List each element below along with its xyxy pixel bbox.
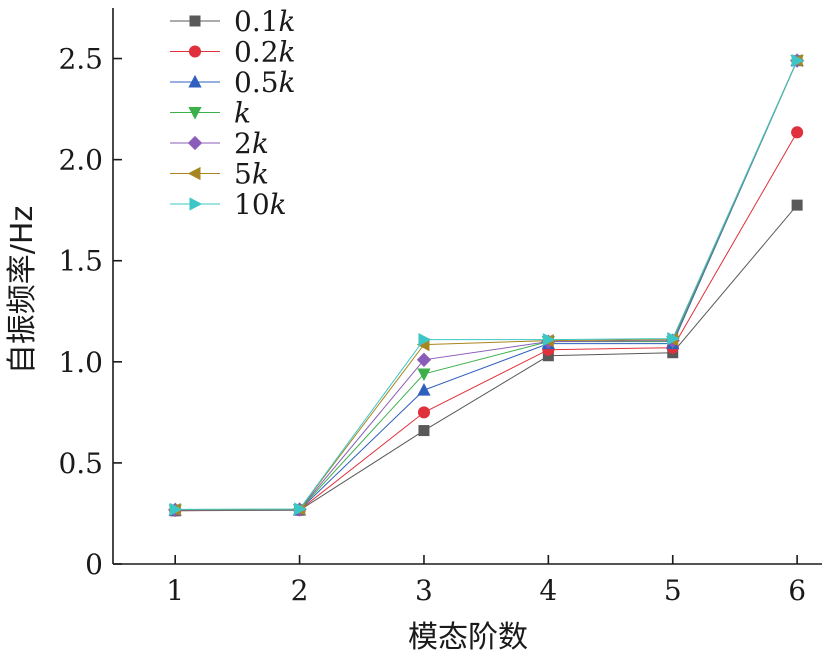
x-tick-label: 2	[291, 574, 309, 607]
data-point	[416, 352, 432, 367]
legend-label: 0.5k	[234, 66, 296, 99]
legend-item: 0.1k	[170, 5, 296, 38]
y-tick-label: 2.0	[58, 144, 103, 177]
data-point	[791, 53, 805, 68]
series-5k	[168, 53, 803, 517]
series-10k	[169, 53, 805, 517]
series-layer	[168, 53, 805, 518]
x-tick-label: 5	[664, 574, 682, 607]
legend-item: k	[170, 97, 251, 130]
data-point	[417, 382, 431, 396]
legend-marker	[189, 197, 203, 211]
data-point	[418, 332, 432, 347]
legend-marker	[187, 135, 203, 151]
data-point	[417, 406, 431, 419]
legend-item: 10k	[170, 188, 287, 221]
series-0.5k	[168, 53, 804, 516]
y-axis-title: 自振频率/Hz	[5, 206, 40, 374]
axes: 0 0.5 1.0 1.5 2.0 2.5 1 2 3 4 5 6	[58, 8, 822, 607]
data-point	[417, 368, 431, 382]
x-tick-label: 1	[166, 574, 184, 607]
legend-marker	[189, 15, 201, 27]
data-point	[294, 502, 307, 516]
x-axis-title: 模态阶数	[408, 620, 528, 655]
data-point	[791, 199, 803, 211]
y-tick-label: 0	[85, 548, 103, 581]
data-point	[169, 502, 183, 517]
y-tick-label: 2.5	[58, 43, 103, 76]
data-point	[791, 126, 804, 139]
legend-label: 0.2k	[234, 36, 296, 69]
legend-marker	[188, 45, 202, 58]
y-tick-label: 1.5	[58, 245, 103, 278]
legend-marker	[188, 74, 202, 88]
legend-item: 5k	[170, 158, 269, 191]
y-ticks: 0 0.5 1.0 1.5 2.0 2.5	[58, 43, 122, 581]
legend-label: 5k	[234, 158, 269, 191]
legend-marker	[188, 107, 202, 120]
y-tick-label: 1.0	[58, 346, 103, 379]
x-ticks: 1 2 3 4 5 6	[166, 555, 806, 607]
legend-item: 2k	[170, 127, 269, 160]
legend-marker	[187, 166, 201, 181]
series-line	[175, 60, 798, 510]
x-tick-label: 6	[788, 574, 806, 607]
legend-label: 2k	[234, 127, 269, 160]
x-tick-label: 3	[415, 574, 433, 607]
legend-label: 0.1k	[234, 5, 296, 38]
data-point	[667, 331, 680, 346]
legend-label: k	[234, 97, 251, 130]
data-point	[542, 332, 556, 347]
legend-label: 10k	[234, 188, 287, 221]
y-tick-label: 0.5	[58, 447, 103, 480]
legend-item: 0.5k	[170, 66, 296, 99]
data-point	[418, 425, 430, 437]
data-point	[542, 350, 554, 362]
legend-item: 0.2k	[170, 36, 296, 69]
x-tick-label: 4	[539, 574, 557, 607]
